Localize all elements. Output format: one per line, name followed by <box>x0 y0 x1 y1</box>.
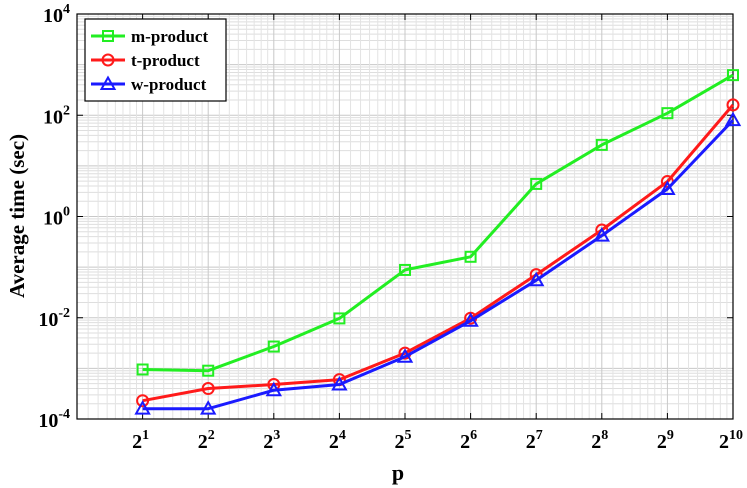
series-m-product <box>136 69 739 377</box>
tick-base: 2 <box>198 431 208 453</box>
tick-exponent: 6 <box>470 428 477 443</box>
tick-exponent: -2 <box>58 306 70 321</box>
tick-base: 2 <box>460 431 470 453</box>
tick-exponent: 4 <box>63 2 70 17</box>
legend-marker <box>101 53 115 67</box>
tick-base: 2 <box>526 431 536 453</box>
tick-exponent: 5 <box>405 428 412 443</box>
tick-base: 2 <box>132 431 142 453</box>
tick-exponent: 1 <box>142 428 149 443</box>
legend: m-product t-product w-product <box>84 18 227 102</box>
plot-frame <box>76 13 734 420</box>
tick-base: 2 <box>263 431 273 453</box>
series-line <box>142 73 734 373</box>
tick-base: 10 <box>43 5 63 27</box>
data-point-marker <box>595 138 608 151</box>
legend-marker <box>102 30 114 42</box>
tick-exponent: 10 <box>729 428 743 443</box>
data-point-marker <box>527 271 545 287</box>
data-point-marker <box>202 364 215 377</box>
grid-lines <box>76 14 734 420</box>
x-tick-label: 29 <box>657 428 674 453</box>
tick-base: 2 <box>395 431 405 453</box>
x-axis-label: p <box>392 460 404 485</box>
tick-base: 10 <box>43 106 63 128</box>
series-w-product <box>134 111 742 415</box>
y-tick-label: 10-2 <box>38 306 70 331</box>
tick-exponent: 9 <box>667 428 674 443</box>
x-tick-label: 26 <box>460 428 477 453</box>
tick-exponent: 2 <box>63 103 70 118</box>
data-point-marker <box>661 107 674 120</box>
tick-exponent: 8 <box>601 428 608 443</box>
data-point-marker <box>134 400 151 415</box>
legend-label: t-product <box>131 51 200 70</box>
y-tick-label: 10-4 <box>38 407 70 432</box>
data-point-marker <box>136 394 150 408</box>
tick-base: 2 <box>329 431 339 453</box>
tick-base: 10 <box>38 410 58 432</box>
data-point-marker <box>136 363 149 376</box>
data-point-marker <box>396 348 414 363</box>
y-tick-label: 102 <box>43 103 70 128</box>
tick-exponent: 3 <box>273 428 280 443</box>
data-point-marker <box>727 69 739 82</box>
y-tick-label: 100 <box>43 205 70 230</box>
data-point-marker <box>267 340 280 353</box>
data-point-marker <box>199 400 217 415</box>
tick-exponent: 2 <box>208 428 215 443</box>
series-line <box>142 103 735 403</box>
tick-exponent: 4 <box>339 428 346 443</box>
series-line <box>142 119 735 411</box>
tick-base: 2 <box>591 431 601 453</box>
tick-base: 2 <box>719 431 729 453</box>
y-tick-label: 104 <box>43 2 70 27</box>
y-axis-label: Average time (sec) <box>5 134 29 298</box>
x-tick-label: 25 <box>395 428 412 453</box>
data-point-marker <box>265 381 283 397</box>
data-point-marker <box>659 180 676 195</box>
data-point-marker <box>333 312 346 325</box>
tick-base: 10 <box>43 208 63 230</box>
tick-base: 2 <box>657 431 667 453</box>
data-point-marker <box>201 382 215 396</box>
data-point-marker <box>724 111 742 127</box>
legend-label: w-product <box>131 75 207 94</box>
data-series <box>134 69 742 415</box>
tick-base: 10 <box>38 309 58 331</box>
legend-label: m-product <box>131 27 208 46</box>
x-tick-label: 210 <box>719 428 743 453</box>
tick-exponent: -4 <box>58 407 70 422</box>
legend-marker <box>99 75 117 90</box>
x-tick-label: 22 <box>198 428 215 453</box>
x-tick-label: 27 <box>526 428 543 453</box>
data-point-marker <box>462 312 479 327</box>
legend-item: t-product <box>91 51 200 70</box>
x-tick-label: 23 <box>263 428 280 453</box>
data-point-marker <box>464 250 477 263</box>
tick-exponent: 0 <box>63 205 70 220</box>
legend-item: m-product <box>91 27 208 46</box>
legend-item: w-product <box>91 75 207 94</box>
tick-exponent: 7 <box>536 428 543 443</box>
data-point-marker <box>331 375 348 391</box>
data-point-marker <box>726 98 740 112</box>
data-point-marker <box>399 263 411 276</box>
data-point-marker <box>530 177 543 190</box>
x-tick-label: 28 <box>591 428 608 453</box>
data-point-marker <box>593 227 611 242</box>
x-tick-label: 21 <box>132 428 149 453</box>
x-tick-label: 24 <box>329 428 346 453</box>
